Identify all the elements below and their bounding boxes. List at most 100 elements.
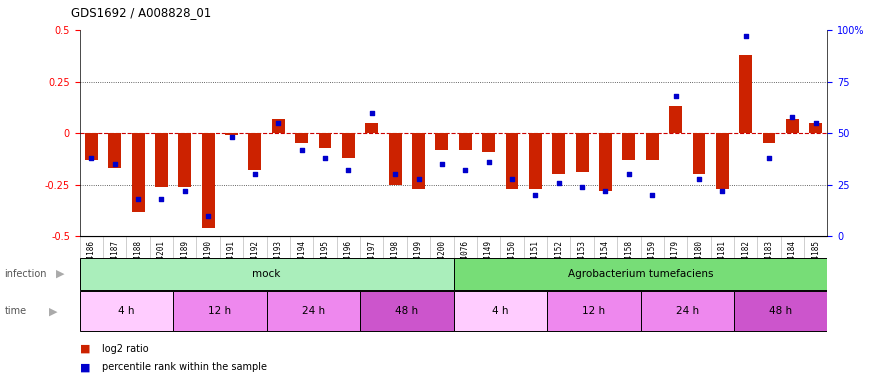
Text: GSM94154: GSM94154 [601, 240, 610, 276]
Text: 4 h: 4 h [492, 306, 509, 316]
Bar [454, 258, 827, 290]
Bar [810, 123, 822, 133]
Text: ▶: ▶ [56, 269, 65, 279]
Point [271, 120, 285, 126]
Bar [693, 133, 705, 174]
Point [551, 180, 566, 186]
Text: GSM94193: GSM94193 [273, 240, 283, 276]
Text: GSM94196: GSM94196 [344, 240, 353, 276]
Text: GSM94182: GSM94182 [741, 240, 750, 276]
Point [388, 171, 402, 177]
Text: GSM94201: GSM94201 [157, 240, 166, 276]
Bar [505, 133, 519, 189]
Bar [547, 291, 641, 331]
Text: log2 ratio: log2 ratio [102, 344, 149, 354]
Text: 24 h: 24 h [675, 306, 699, 316]
Text: Agrobacterium tumefaciens: Agrobacterium tumefaciens [568, 269, 713, 279]
Point [575, 184, 589, 190]
Bar [179, 133, 191, 187]
Text: GSM94198: GSM94198 [390, 240, 400, 276]
Bar [202, 133, 214, 228]
Bar [734, 291, 827, 331]
Point [622, 171, 636, 177]
Point [458, 167, 473, 173]
Text: ▶: ▶ [49, 306, 58, 316]
Point [715, 188, 729, 194]
Bar [80, 258, 454, 290]
Text: GSM94151: GSM94151 [531, 240, 540, 276]
Point [598, 188, 612, 194]
Bar [155, 133, 168, 187]
Bar [458, 133, 472, 150]
Point [739, 33, 753, 39]
Text: GSM94179: GSM94179 [671, 240, 680, 276]
Bar [225, 133, 238, 135]
Bar [342, 133, 355, 158]
Text: percentile rank within the sample: percentile rank within the sample [102, 363, 266, 372]
Point [295, 147, 309, 153]
Bar [266, 291, 360, 331]
Text: GSM94199: GSM94199 [414, 240, 423, 276]
Bar [360, 291, 454, 331]
Point [342, 167, 356, 173]
Text: GDS1692 / A008828_01: GDS1692 / A008828_01 [71, 6, 211, 19]
Bar [552, 133, 566, 174]
Bar [296, 133, 308, 144]
Point [668, 93, 682, 99]
Bar [108, 133, 121, 168]
Bar [669, 106, 682, 133]
Bar [482, 133, 495, 152]
Text: GSM94153: GSM94153 [578, 240, 587, 276]
Bar [389, 133, 402, 185]
Text: GSM94185: GSM94185 [812, 240, 820, 276]
Bar [319, 133, 332, 148]
Point [435, 161, 449, 167]
Text: GSM94189: GSM94189 [181, 240, 189, 276]
Text: GSM94150: GSM94150 [507, 240, 517, 276]
Text: ■: ■ [80, 363, 90, 372]
Text: GSM94184: GSM94184 [788, 240, 796, 276]
Bar [575, 133, 589, 172]
Bar [641, 291, 734, 331]
Bar [646, 133, 658, 160]
Point [154, 196, 168, 202]
Text: GSM94180: GSM94180 [695, 240, 704, 276]
Text: mock: mock [252, 269, 281, 279]
Bar [529, 133, 542, 189]
Text: 48 h: 48 h [396, 306, 419, 316]
Point [318, 155, 332, 161]
Text: GSM94197: GSM94197 [367, 240, 376, 276]
Text: GSM94152: GSM94152 [554, 240, 563, 276]
Point [481, 159, 496, 165]
Bar [412, 133, 425, 189]
Bar [435, 133, 449, 150]
Text: GSM94186: GSM94186 [87, 240, 96, 276]
Text: GSM94183: GSM94183 [765, 240, 773, 276]
Point [645, 192, 659, 198]
Text: 24 h: 24 h [302, 306, 325, 316]
Text: GSM94159: GSM94159 [648, 240, 657, 276]
Text: 4 h: 4 h [118, 306, 135, 316]
Text: GSM94076: GSM94076 [461, 240, 470, 276]
Bar [366, 123, 378, 133]
Bar [272, 118, 285, 133]
Bar [132, 133, 144, 212]
Text: 12 h: 12 h [208, 306, 232, 316]
Point [762, 155, 776, 161]
Bar [739, 55, 752, 133]
Bar [763, 133, 775, 144]
Bar [249, 133, 261, 170]
Text: GSM94158: GSM94158 [624, 240, 634, 276]
Point [178, 188, 192, 194]
Bar [173, 291, 266, 331]
Point [505, 176, 519, 181]
Point [225, 134, 239, 140]
Text: GSM94200: GSM94200 [437, 240, 446, 276]
Point [84, 155, 98, 161]
Text: GSM94190: GSM94190 [204, 240, 212, 276]
Bar [80, 291, 173, 331]
Point [201, 213, 215, 219]
Point [108, 161, 122, 167]
Point [131, 196, 145, 202]
Text: GSM94192: GSM94192 [250, 240, 259, 276]
